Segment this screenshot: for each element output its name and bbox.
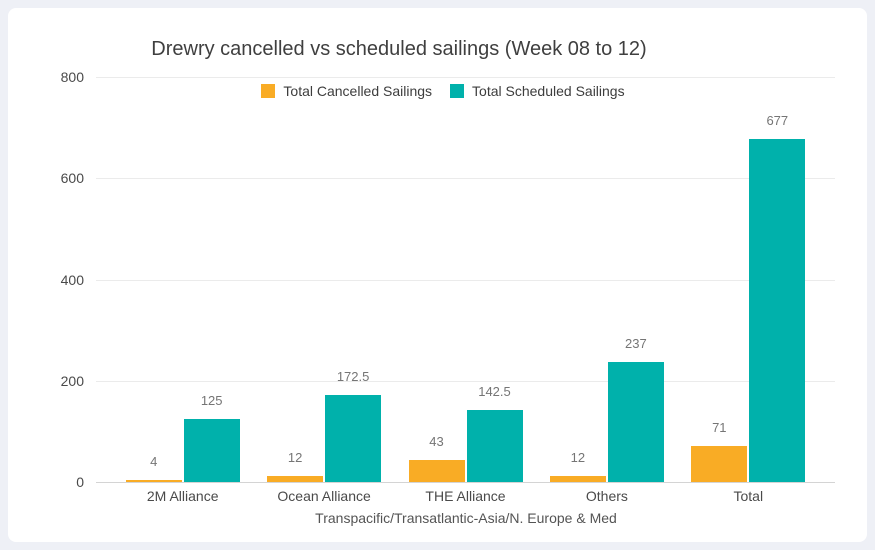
gridline-800 xyxy=(96,77,835,78)
value-label-total-scheduled-sailings-2m-alliance: 125 xyxy=(200,392,223,408)
x-axis-title: Transpacific/Transatlantic-Asia/N. Europ… xyxy=(315,510,617,526)
chart-card: Drewry cancelled vs scheduled sailings (… xyxy=(8,8,867,542)
bar-total-cancelled-sailings-others[interactable] xyxy=(549,475,606,482)
value-label-total-cancelled-sailings-2m-alliance: 4 xyxy=(150,454,158,469)
legend-label: Total Scheduled Sailings xyxy=(472,83,625,99)
chart-legend: Total Cancelled Sailings Total Scheduled … xyxy=(8,81,875,101)
x-category-label-ocean-alliance: Ocean Alliance xyxy=(277,488,371,504)
value-label-total-cancelled-sailings-others: 12 xyxy=(570,449,586,465)
legend-item-total-cancelled-sailings[interactable]: Total Cancelled Sailings xyxy=(261,83,432,99)
value-label-total-scheduled-sailings-ocean-alliance: 172.5 xyxy=(336,368,370,384)
value-label-total-cancelled-sailings-ocean-alliance: 12 xyxy=(287,449,303,465)
bar-total-scheduled-sailings-the-alliance[interactable] xyxy=(466,409,523,482)
bar-total-cancelled-sailings-2m-alliance[interactable] xyxy=(125,480,182,482)
bar-total-cancelled-sailings-ocean-alliance[interactable] xyxy=(267,475,324,482)
gridline-400 xyxy=(96,280,835,281)
bar-total-scheduled-sailings-2m-alliance[interactable] xyxy=(183,418,240,482)
value-label-total-cancelled-sailings-the-alliance: 43 xyxy=(429,434,444,450)
y-tick-label-800: 800 xyxy=(60,69,84,85)
bar-total-scheduled-sailings-others[interactable] xyxy=(607,362,664,482)
y-tick-label-400: 400 xyxy=(60,272,84,288)
x-axis-line xyxy=(96,482,835,483)
y-tick-label-200: 200 xyxy=(60,373,84,389)
legend-label: Total Cancelled Sailings xyxy=(283,83,433,99)
legend-swatch-total-cancelled-sailings xyxy=(261,84,276,98)
x-category-label-total: Total xyxy=(733,488,764,504)
value-label-total-scheduled-sailings-total: 677 xyxy=(766,113,789,129)
y-tick-label-600: 600 xyxy=(60,170,84,186)
x-category-label-the-alliance: THE Alliance xyxy=(425,488,506,504)
legend-swatch-total-scheduled-sailings xyxy=(450,84,465,98)
bar-total-scheduled-sailings-ocean-alliance[interactable] xyxy=(325,394,382,482)
x-category-label-others: Others xyxy=(585,488,628,504)
gridline-200 xyxy=(96,381,835,382)
x-category-label-2m-alliance: 2M Alliance xyxy=(146,488,219,504)
bar-total-cancelled-sailings-the-alliance[interactable] xyxy=(408,460,465,482)
bar-total-scheduled-sailings-total[interactable] xyxy=(749,139,806,482)
value-label-total-cancelled-sailings-total: 71 xyxy=(712,420,727,436)
legend-item-total-scheduled-sailings[interactable]: Total Scheduled Sailings xyxy=(450,83,625,99)
value-label-total-scheduled-sailings-the-alliance: 142.5 xyxy=(478,383,511,399)
bar-total-cancelled-sailings-total[interactable] xyxy=(691,446,748,482)
gridline-600 xyxy=(96,178,835,179)
chart-title: Drewry cancelled vs scheduled sailings (… xyxy=(151,38,647,60)
y-tick-label-0: 0 xyxy=(76,474,84,490)
plot-area: 0 200 400 600 800 4 125 2M Alliance 12 172.5 Ocean… xyxy=(8,8,867,542)
value-label-total-scheduled-sailings-others: 237 xyxy=(625,336,647,351)
